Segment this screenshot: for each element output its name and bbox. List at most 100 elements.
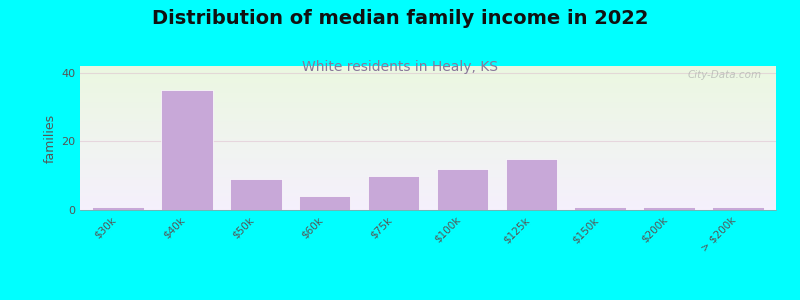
Bar xyxy=(80,79,776,80)
Bar xyxy=(80,148,776,149)
Bar xyxy=(80,177,776,178)
Bar xyxy=(80,100,776,102)
Bar xyxy=(80,80,776,82)
Bar xyxy=(80,92,776,93)
Bar xyxy=(80,98,776,99)
Bar xyxy=(80,76,776,77)
Bar xyxy=(80,77,776,79)
Bar xyxy=(574,207,626,210)
Bar xyxy=(80,70,776,72)
Bar xyxy=(80,190,776,191)
Bar xyxy=(80,149,776,151)
Bar xyxy=(80,167,776,168)
Bar xyxy=(80,75,776,76)
Bar xyxy=(80,68,776,69)
Bar xyxy=(80,142,776,144)
Bar xyxy=(80,119,776,121)
Bar xyxy=(80,69,776,70)
Bar xyxy=(80,109,776,111)
Bar xyxy=(80,86,776,88)
Bar xyxy=(80,88,776,89)
Bar xyxy=(80,204,776,206)
Bar xyxy=(80,103,776,105)
Text: Distribution of median family income in 2022: Distribution of median family income in … xyxy=(152,9,648,28)
Bar xyxy=(80,174,776,176)
Bar xyxy=(643,207,695,210)
Bar xyxy=(161,90,213,210)
Bar xyxy=(80,187,776,188)
Bar xyxy=(368,176,419,210)
Bar xyxy=(298,196,350,210)
Bar xyxy=(80,200,776,201)
Bar xyxy=(80,158,776,160)
Bar xyxy=(80,168,776,170)
Bar xyxy=(80,108,776,109)
Bar xyxy=(80,183,776,184)
Bar xyxy=(92,207,144,210)
Bar xyxy=(80,181,776,183)
Bar xyxy=(80,112,776,113)
Bar xyxy=(80,164,776,165)
Bar xyxy=(80,102,776,104)
Bar xyxy=(80,154,776,155)
Bar xyxy=(80,155,776,157)
Bar xyxy=(80,147,776,148)
Bar xyxy=(80,82,776,83)
Bar xyxy=(80,163,776,164)
Y-axis label: families: families xyxy=(44,113,57,163)
Bar xyxy=(80,197,776,199)
Bar xyxy=(80,115,776,116)
Bar xyxy=(80,122,776,124)
Bar xyxy=(80,106,776,108)
Bar xyxy=(80,91,776,92)
Bar xyxy=(80,128,776,129)
Bar xyxy=(80,116,776,118)
Bar xyxy=(80,135,776,136)
Bar xyxy=(80,72,776,73)
Bar xyxy=(80,127,776,128)
Bar xyxy=(80,184,776,185)
Bar xyxy=(80,129,776,131)
Bar xyxy=(80,85,776,86)
Bar xyxy=(80,207,776,208)
Bar xyxy=(80,201,776,203)
Bar xyxy=(80,160,776,161)
Bar xyxy=(80,206,776,207)
Bar xyxy=(80,180,776,181)
Bar xyxy=(80,152,776,154)
Bar xyxy=(80,161,776,163)
Bar xyxy=(80,89,776,91)
Bar xyxy=(712,207,764,210)
Bar xyxy=(80,125,776,127)
Bar xyxy=(80,73,776,75)
Bar xyxy=(80,136,776,138)
Bar xyxy=(230,179,282,210)
Bar xyxy=(80,188,776,190)
Bar xyxy=(80,124,776,125)
Bar xyxy=(80,170,776,171)
Bar xyxy=(80,145,776,147)
Bar xyxy=(80,165,776,167)
Text: White residents in Healy, KS: White residents in Healy, KS xyxy=(302,60,498,74)
Bar xyxy=(80,95,776,96)
Bar xyxy=(80,113,776,115)
Bar xyxy=(80,111,776,112)
Bar xyxy=(80,83,776,85)
Bar xyxy=(80,171,776,172)
Bar xyxy=(80,105,776,106)
Bar xyxy=(80,196,776,197)
Bar xyxy=(80,138,776,140)
Bar xyxy=(506,159,558,210)
Bar xyxy=(80,178,776,180)
Bar xyxy=(80,157,776,158)
Bar xyxy=(80,140,776,141)
Bar xyxy=(80,172,776,174)
Bar xyxy=(80,134,776,135)
Bar xyxy=(437,169,488,210)
Bar xyxy=(80,191,776,193)
Bar xyxy=(80,203,776,204)
Bar xyxy=(80,96,776,98)
Bar xyxy=(80,194,776,196)
Bar xyxy=(80,141,776,142)
Bar xyxy=(80,66,776,68)
